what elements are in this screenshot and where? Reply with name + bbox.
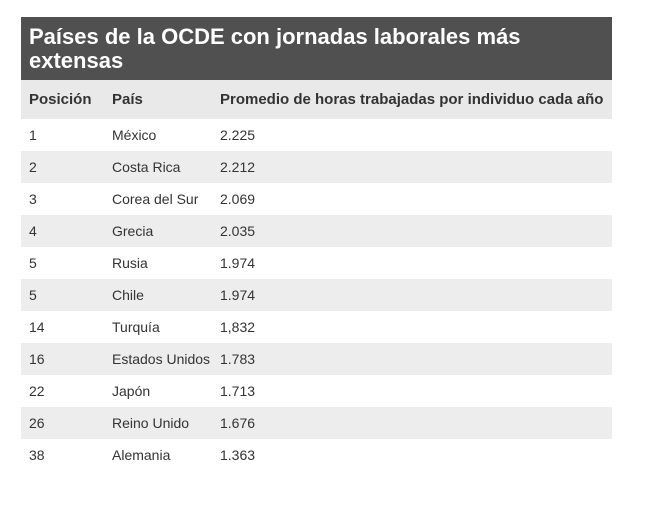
country-cell: México	[112, 127, 157, 143]
position-cell: 5	[29, 255, 37, 271]
table-row: 16 Estados Unidos 1.783	[21, 343, 612, 375]
data-table-card: Países de la OCDE con jornadas laborales…	[21, 17, 612, 471]
country-cell: Chile	[112, 287, 144, 303]
country-cell: Costa Rica	[112, 159, 181, 175]
table-row: 5 Chile 1.974	[21, 279, 612, 311]
table-title: Países de la OCDE con jornadas laborales…	[21, 17, 612, 80]
hours-cell: 1.676	[220, 415, 256, 431]
hours-cell: 2.035	[220, 223, 256, 239]
table-row: 1 México 2.225	[21, 119, 612, 151]
table-row: 22 Japón 1.713	[21, 375, 612, 407]
position-cell: 16	[29, 351, 45, 367]
position-cell: 22	[29, 383, 45, 399]
table-row: 26 Reino Unido 1.676	[21, 407, 612, 439]
position-cell: 1	[29, 127, 37, 143]
position-cell: 38	[29, 447, 45, 463]
country-cell: Turquía	[112, 319, 160, 335]
country-cell: Grecia	[112, 223, 154, 239]
position-cell: 4	[29, 223, 37, 239]
table-row: 4 Grecia 2.035	[21, 215, 612, 247]
hours-cell: 1.783	[220, 351, 256, 367]
position-cell: 2	[29, 159, 37, 175]
hours-cell: 1,832	[220, 319, 256, 335]
country-cell: Corea del Sur	[112, 191, 199, 207]
table-row: 3 Corea del Sur 2.069	[21, 183, 612, 215]
column-header-country: País	[112, 91, 143, 108]
table-row: 2 Costa Rica 2.212	[21, 151, 612, 183]
position-cell: 14	[29, 319, 45, 335]
column-header-position: Posición	[29, 91, 92, 108]
data-table: Posición País Promedio de horas trabajad…	[21, 80, 612, 471]
column-header-hours: Promedio de horas trabajadas por individ…	[220, 91, 604, 108]
table-row: 5 Rusia 1.974	[21, 247, 612, 279]
table-body: 1 México 2.225 2 Costa Rica 2.212 3 Corea del S…	[21, 119, 612, 471]
country-cell: Estados Unidos	[112, 351, 211, 367]
hours-cell: 1.713	[220, 383, 256, 399]
country-cell: Alemania	[112, 447, 171, 463]
table-row: 38 Alemania 1.363	[21, 439, 612, 471]
hours-cell: 2.212	[220, 159, 256, 175]
hours-cell: 1.974	[220, 255, 256, 271]
position-cell: 3	[29, 191, 37, 207]
hours-cell: 1.974	[220, 287, 256, 303]
country-cell: Rusia	[112, 255, 148, 271]
country-cell: Reino Unido	[112, 415, 190, 431]
hours-cell: 1.363	[220, 447, 256, 463]
hours-cell: 2.225	[220, 127, 256, 143]
country-cell: Japón	[112, 383, 151, 399]
position-cell: 5	[29, 287, 37, 303]
position-cell: 26	[29, 415, 45, 431]
table-row: 14 Turquía 1,832	[21, 311, 612, 343]
table-header-row: Posición País Promedio de horas trabajad…	[21, 80, 612, 119]
hours-cell: 2.069	[220, 191, 256, 207]
